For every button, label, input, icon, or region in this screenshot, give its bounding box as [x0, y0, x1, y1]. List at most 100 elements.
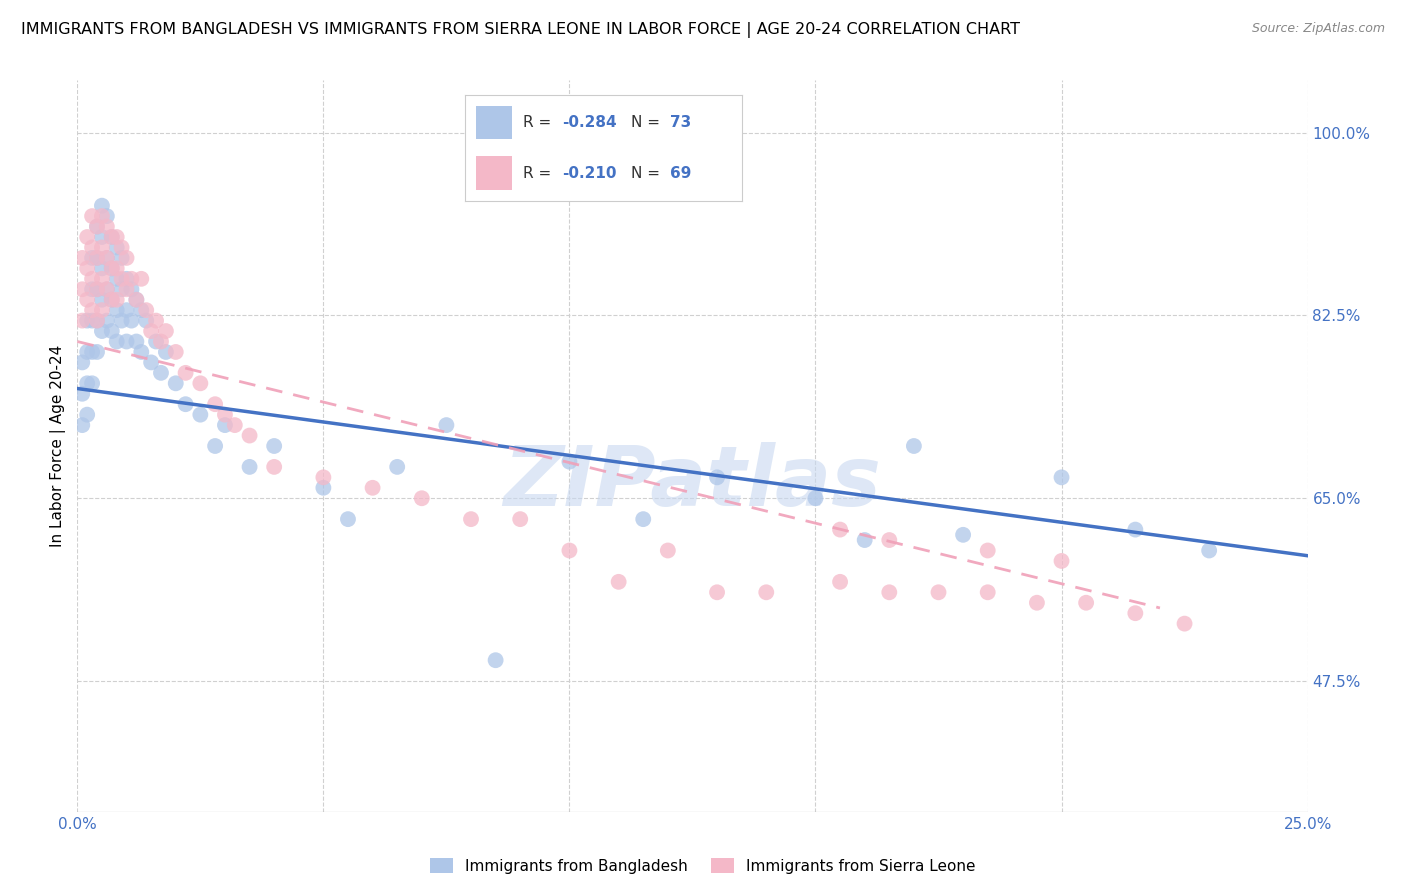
- Point: [105, 240, 128, 254]
- Point: [90, 199, 114, 213]
- Text: ZIPatlas: ZIPatlas: [503, 442, 882, 523]
- Point: [436, 418, 458, 433]
- Text: Source: ZipAtlas.com: Source: ZipAtlas.com: [1251, 22, 1385, 36]
- Point: [174, 366, 197, 380]
- Point: [70, 418, 93, 433]
- Point: [150, 334, 173, 349]
- Point: [509, 512, 531, 526]
- Point: [105, 334, 128, 349]
- Point: [607, 574, 630, 589]
- Text: IMMIGRANTS FROM BANGLADESH VS IMMIGRANTS FROM SIERRA LEONE IN LABOR FORCE | AGE : IMMIGRANTS FROM BANGLADESH VS IMMIGRANTS…: [21, 22, 1021, 38]
- Point: [312, 481, 335, 495]
- Point: [239, 459, 262, 474]
- Point: [70, 313, 93, 327]
- Point: [125, 293, 148, 307]
- Point: [82, 251, 104, 265]
- Point: [105, 303, 128, 318]
- Point: [101, 293, 124, 307]
- Point: [312, 470, 335, 484]
- Point: [121, 313, 143, 327]
- Point: [86, 219, 108, 234]
- Point: [755, 585, 778, 599]
- Point: [115, 303, 138, 318]
- Point: [263, 459, 285, 474]
- Point: [165, 345, 187, 359]
- Point: [82, 303, 104, 318]
- Point: [101, 324, 124, 338]
- Point: [135, 303, 157, 318]
- Point: [558, 455, 581, 469]
- Point: [141, 324, 163, 338]
- Point: [105, 272, 128, 286]
- Point: [361, 481, 384, 495]
- Point: [337, 512, 360, 526]
- Point: [86, 282, 108, 296]
- Point: [90, 293, 114, 307]
- Point: [150, 366, 173, 380]
- Point: [121, 272, 143, 286]
- Point: [952, 528, 974, 542]
- Point: [115, 282, 138, 296]
- Point: [411, 491, 433, 506]
- Point: [90, 324, 114, 338]
- Point: [86, 251, 108, 265]
- Point: [76, 376, 98, 391]
- Point: [101, 261, 124, 276]
- Point: [90, 209, 114, 223]
- Point: [115, 251, 138, 265]
- Point: [706, 470, 728, 484]
- Point: [1050, 554, 1073, 568]
- Point: [155, 345, 177, 359]
- Point: [214, 408, 236, 422]
- Point: [204, 397, 226, 411]
- Point: [129, 345, 153, 359]
- Point: [155, 324, 177, 338]
- Point: [633, 512, 655, 526]
- Point: [86, 313, 108, 327]
- Point: [115, 334, 138, 349]
- Point: [558, 543, 581, 558]
- Point: [86, 345, 108, 359]
- Point: [385, 459, 409, 474]
- Point: [145, 334, 167, 349]
- Point: [1076, 596, 1098, 610]
- Point: [1050, 470, 1073, 484]
- Point: [82, 209, 104, 223]
- Point: [903, 439, 925, 453]
- Point: [70, 282, 93, 296]
- Point: [76, 261, 98, 276]
- Point: [111, 240, 132, 254]
- Point: [82, 272, 104, 286]
- Point: [111, 251, 132, 265]
- Legend: Immigrants from Bangladesh, Immigrants from Sierra Leone: Immigrants from Bangladesh, Immigrants f…: [425, 852, 981, 880]
- Point: [101, 261, 124, 276]
- Point: [853, 533, 876, 547]
- Point: [204, 439, 226, 453]
- Point: [1026, 596, 1049, 610]
- Point: [105, 230, 128, 244]
- Point: [111, 313, 132, 327]
- Point: [121, 282, 143, 296]
- Point: [82, 313, 104, 327]
- Point: [706, 585, 728, 599]
- Point: [101, 230, 124, 244]
- Point: [82, 345, 104, 359]
- Point: [165, 376, 187, 391]
- Point: [96, 313, 118, 327]
- Point: [76, 313, 98, 327]
- Point: [1125, 606, 1147, 620]
- Point: [879, 585, 901, 599]
- Point: [125, 334, 148, 349]
- Point: [96, 282, 118, 296]
- Point: [96, 251, 118, 265]
- Point: [485, 653, 508, 667]
- Point: [145, 313, 167, 327]
- Point: [224, 418, 246, 433]
- Point: [76, 230, 98, 244]
- Point: [879, 533, 901, 547]
- Point: [129, 272, 153, 286]
- Point: [928, 585, 950, 599]
- Point: [96, 209, 118, 223]
- Point: [82, 376, 104, 391]
- Point: [96, 282, 118, 296]
